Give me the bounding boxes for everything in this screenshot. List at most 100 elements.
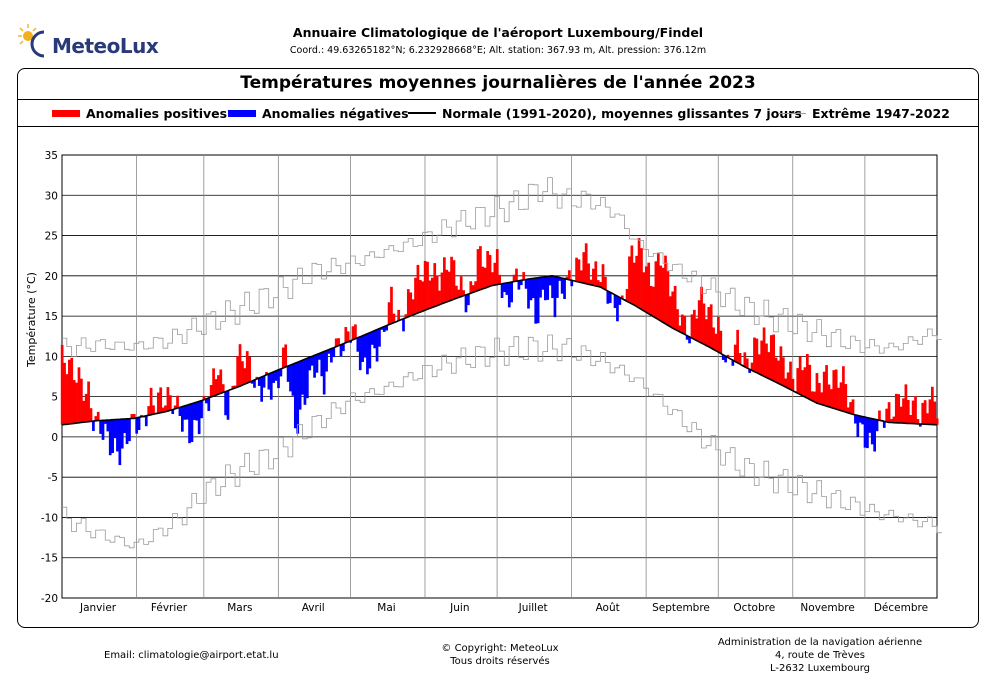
anomaly-positive-bar (392, 313, 396, 323)
anomaly-negative-bar (104, 420, 107, 424)
anomaly-positive-bar (781, 357, 785, 386)
anomaly-negative-bar (303, 359, 307, 405)
y-tick-label: 10 (45, 351, 58, 363)
month-label: Août (596, 602, 620, 614)
anomaly-positive-bar (387, 302, 391, 325)
anomaly-positive-bar (902, 398, 905, 424)
anomaly-negative-bar (185, 405, 189, 420)
anomaly-positive-bar (791, 378, 795, 391)
anomaly-negative-bar (332, 347, 336, 358)
anomaly-negative-bar (296, 362, 300, 434)
anomaly-positive-bar (635, 255, 639, 307)
anomaly-positive-bar (697, 300, 701, 342)
anomaly-negative-bar (195, 402, 199, 421)
anomaly-positive-bar (443, 257, 446, 303)
legend-divider (18, 126, 978, 127)
anomaly-negative-bar (858, 415, 862, 423)
anomaly-positive-bar (712, 327, 715, 350)
y-tick-label: -5 (48, 472, 58, 484)
anomaly-negative-bar (361, 335, 364, 362)
anomaly-negative-bar (378, 328, 381, 347)
chart-title: Températures moyennes journalières de l'… (240, 73, 756, 93)
logo-text: MeteoLux (52, 34, 159, 58)
anomaly-positive-bar (447, 271, 451, 302)
anomaly-positive-bar (825, 365, 828, 407)
anomaly-positive-bar (654, 261, 658, 319)
anomaly-positive-bar (221, 384, 225, 393)
anomaly-positive-bar (217, 375, 220, 395)
month-label: Janvier (79, 602, 117, 614)
anomaly-negative-bar (553, 276, 557, 318)
anomaly-positive-bar (168, 395, 172, 411)
anomaly-positive-bar (248, 356, 251, 383)
anomaly-positive-bar (582, 252, 586, 284)
anomaly-negative-bar (507, 282, 511, 308)
anomaly-negative-bar (370, 331, 374, 345)
anomaly-negative-bar (373, 330, 376, 349)
legend-positive-swatch (52, 109, 80, 117)
anomaly-positive-bar (757, 354, 761, 374)
anomaly-positive-bar (671, 291, 675, 329)
anomaly-positive-bar (284, 344, 288, 367)
anomaly-positive-bar (736, 329, 739, 363)
anomaly-positive-bar (72, 380, 76, 424)
anomaly-positive-bar (693, 309, 696, 340)
anomaly-positive-bar (406, 289, 410, 317)
y-tick-label: -15 (41, 553, 58, 565)
anomaly-positive-bar (214, 379, 218, 396)
anomaly-negative-bar (101, 420, 105, 440)
anomaly-positive-bar (233, 385, 237, 388)
anomaly-negative-bar (308, 357, 312, 371)
anomaly-positive-bar (930, 386, 934, 425)
anomaly-positive-bar (414, 277, 417, 314)
month-label: Octobre (733, 602, 775, 614)
anomaly-positive-bar (801, 370, 804, 396)
anomaly-negative-bar (356, 337, 360, 352)
anomaly-positive-bar (803, 367, 807, 397)
anomaly-positive-bar (897, 394, 901, 423)
anomaly-positive-bar (476, 249, 480, 291)
y-tick-label: 35 (45, 150, 58, 162)
anomaly-negative-bar (135, 417, 139, 434)
anomaly-negative-bar (180, 406, 184, 432)
anomaly-positive-bar (596, 280, 600, 287)
anomaly-positive-bar (512, 274, 516, 282)
anomaly-positive-bar (798, 356, 802, 395)
anomaly-positive-bar (765, 343, 768, 378)
anomaly-negative-bar (551, 275, 554, 299)
anomaly-negative-bar (613, 294, 617, 309)
anomaly-positive-bar (649, 285, 653, 316)
anomaly-negative-bar (519, 280, 523, 286)
anomaly-negative-bar (546, 276, 550, 300)
anomaly-positive-bar (409, 292, 413, 316)
anomaly-positive-bar (132, 414, 136, 419)
anomaly-negative-bar (464, 294, 468, 313)
anomaly-positive-bar (779, 346, 783, 385)
anomaly-positive-bar (815, 373, 819, 404)
anomaly-negative-bar (875, 419, 879, 432)
anomaly-positive-bar (805, 353, 809, 399)
anomaly-positive-bar (690, 314, 694, 339)
anomaly-positive-bar (75, 382, 78, 424)
anomaly-positive-bar (769, 335, 773, 380)
anomaly-positive-bar (495, 249, 499, 285)
anomaly-positive-bar (491, 272, 494, 286)
legend-normal-swatch (408, 112, 436, 114)
anomaly-positive-bar (899, 406, 903, 424)
anomaly-negative-bar (325, 350, 328, 372)
title-divider (18, 99, 978, 100)
anomaly-positive-bar (481, 266, 485, 289)
anomaly-negative-bar (178, 407, 182, 417)
anomaly-positive-bar (837, 387, 840, 410)
anomaly-negative-bar (277, 369, 280, 389)
anomaly-negative-bar (118, 419, 122, 466)
anomaly-negative-bar (608, 292, 612, 303)
anomaly-negative-bar (305, 358, 309, 399)
anomaly-negative-bar (548, 276, 552, 286)
anomaly-positive-bar (640, 248, 643, 310)
anomaly-negative-bar (688, 336, 691, 344)
anomaly-positive-bar (416, 264, 420, 314)
anomaly-positive-bar (483, 267, 487, 289)
anomaly-positive-bar (666, 271, 670, 326)
